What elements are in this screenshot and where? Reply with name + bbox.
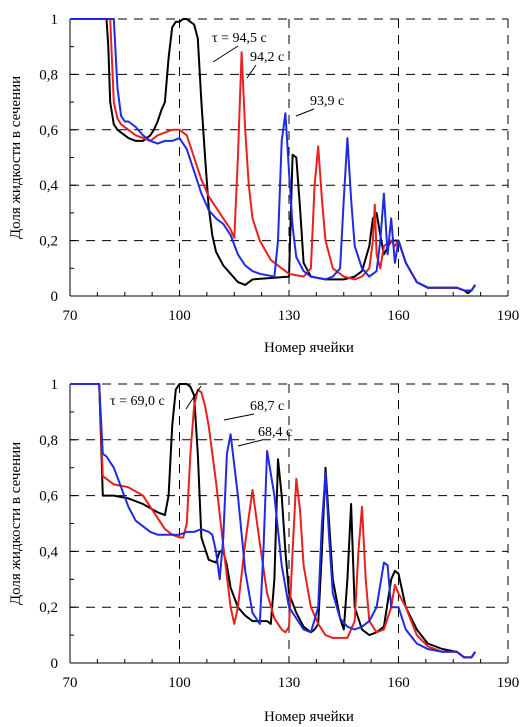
y-tick-label: 0 (51, 289, 59, 305)
annotation-leader (246, 64, 257, 79)
chart-bottom: 70 100 130 160 190 0 0,2 0,4 0,6 0,8 1 Номер ячейки… (8, 377, 519, 725)
annotation-leader (212, 45, 239, 63)
y-tick-label: 0 (51, 656, 59, 672)
x-tick-label: 190 (497, 308, 520, 324)
x-tick-label: 160 (387, 675, 410, 691)
x-axis-label: Номер ячейки (264, 340, 354, 356)
x-tick-label: 130 (278, 308, 301, 324)
annotation-leader (185, 385, 202, 410)
series-line-black (70, 383, 477, 659)
x-tick-label: 190 (497, 675, 520, 691)
y-axis-label: Доля жидкости в сечении (8, 442, 24, 605)
x-tick-label: 160 (387, 308, 410, 324)
x-tick-label: 70 (63, 675, 78, 691)
annotation-label: 68,4 с (258, 425, 292, 440)
y-tick-label: 0,6 (39, 489, 58, 505)
annotation-leader (295, 108, 315, 117)
y-tick-label: 0,8 (39, 67, 58, 83)
annotation-label: 93,9 с (310, 94, 344, 109)
annotation-label: τ = 69,0 с (110, 394, 165, 409)
y-tick-label: 0,6 (39, 123, 58, 139)
series-line-blue (70, 383, 477, 659)
annotation-leader (223, 413, 255, 421)
y-tick-label: 0,2 (39, 234, 58, 250)
x-axis-label: Номер ячейки (264, 709, 354, 725)
annotation-label: 68,7 с (250, 399, 284, 414)
chart-top: 70 100 130 160 190 0 0,2 0,4 0,6 0,8 1 Номер ячейки… (8, 12, 519, 356)
series-line-black (70, 18, 477, 295)
series-line-blue (70, 18, 477, 292)
y-tick-label: 0,4 (39, 178, 58, 194)
series-line-red (70, 383, 477, 659)
y-axis-label: Доля жидкости в сечении (8, 76, 24, 239)
y-tick-label: 0,4 (39, 544, 58, 560)
x-tick-label: 70 (63, 308, 78, 324)
y-tick-label: 1 (51, 12, 59, 28)
y-tick-label: 0,2 (39, 600, 58, 616)
x-tick-label: 100 (168, 308, 191, 324)
x-tick-label: 130 (278, 675, 301, 691)
annotation-label: 94,2 с (250, 50, 284, 65)
y-tick-label: 0,8 (39, 433, 58, 449)
annotation-label: τ = 94,5 с (212, 31, 267, 46)
x-tick-label: 100 (168, 675, 191, 691)
y-tick-label: 1 (51, 377, 59, 393)
annotation-leader (237, 439, 263, 447)
